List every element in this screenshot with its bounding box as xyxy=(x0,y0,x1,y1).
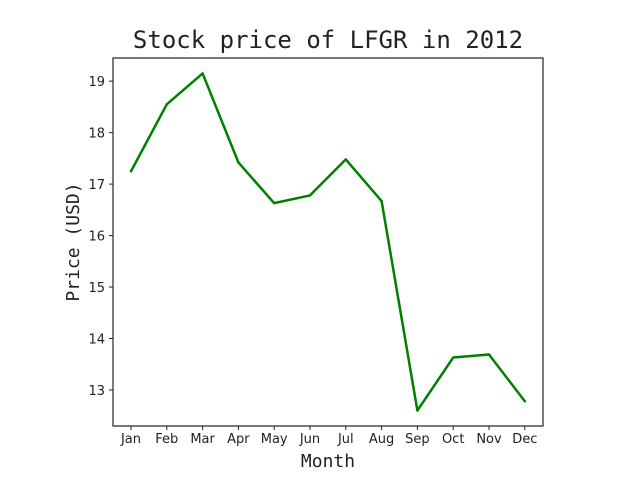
data-point xyxy=(452,356,455,359)
x-tick-label: Oct xyxy=(442,432,464,447)
data-point xyxy=(416,409,419,412)
data-point xyxy=(129,170,133,173)
data-point xyxy=(487,353,491,356)
y-tick-label: 13 xyxy=(88,384,105,399)
data-point xyxy=(344,158,347,161)
x-tick-label: Nov xyxy=(476,432,502,447)
x-tick-label: Jun xyxy=(299,432,320,447)
y-tick-label: 16 xyxy=(88,230,105,245)
y-tick-label: 18 xyxy=(88,127,105,142)
x-tick-label: Dec xyxy=(512,432,537,447)
y-axis-ticks: 13 14 15 16 17 18 19 xyxy=(88,75,113,399)
data-point xyxy=(380,199,383,203)
x-axis-label: Month xyxy=(301,451,355,472)
x-tick-label: Aug xyxy=(369,432,394,447)
x-tick-label: Jul xyxy=(337,432,354,447)
y-tick-label: 17 xyxy=(88,178,105,193)
x-tick-label: Feb xyxy=(155,432,178,447)
price-series-line xyxy=(129,72,527,412)
y-tick-label: 19 xyxy=(88,75,105,90)
x-tick-label: May xyxy=(261,432,288,447)
chart-title: Stock price of LFGR in 2012 xyxy=(133,26,523,54)
data-point xyxy=(523,400,526,403)
data-point xyxy=(201,72,204,75)
plot-frame xyxy=(112,57,544,427)
data-points xyxy=(129,72,526,412)
x-tick-label: Mar xyxy=(190,432,215,447)
y-tick-label: 15 xyxy=(88,281,105,296)
data-point xyxy=(237,161,240,164)
x-tick-label: Jan xyxy=(120,432,141,447)
data-point xyxy=(308,194,312,197)
data-point xyxy=(165,103,168,106)
y-tick-label: 14 xyxy=(88,333,105,348)
x-tick-label: Sep xyxy=(405,432,430,447)
y-axis-label: Price (USD) xyxy=(63,182,84,301)
data-point xyxy=(273,201,276,205)
x-axis-ticks: Jan Feb Mar Apr May Jun Jul Aug Sep Oct Nov Dec xyxy=(120,426,537,447)
x-tick-label: Apr xyxy=(227,432,250,447)
